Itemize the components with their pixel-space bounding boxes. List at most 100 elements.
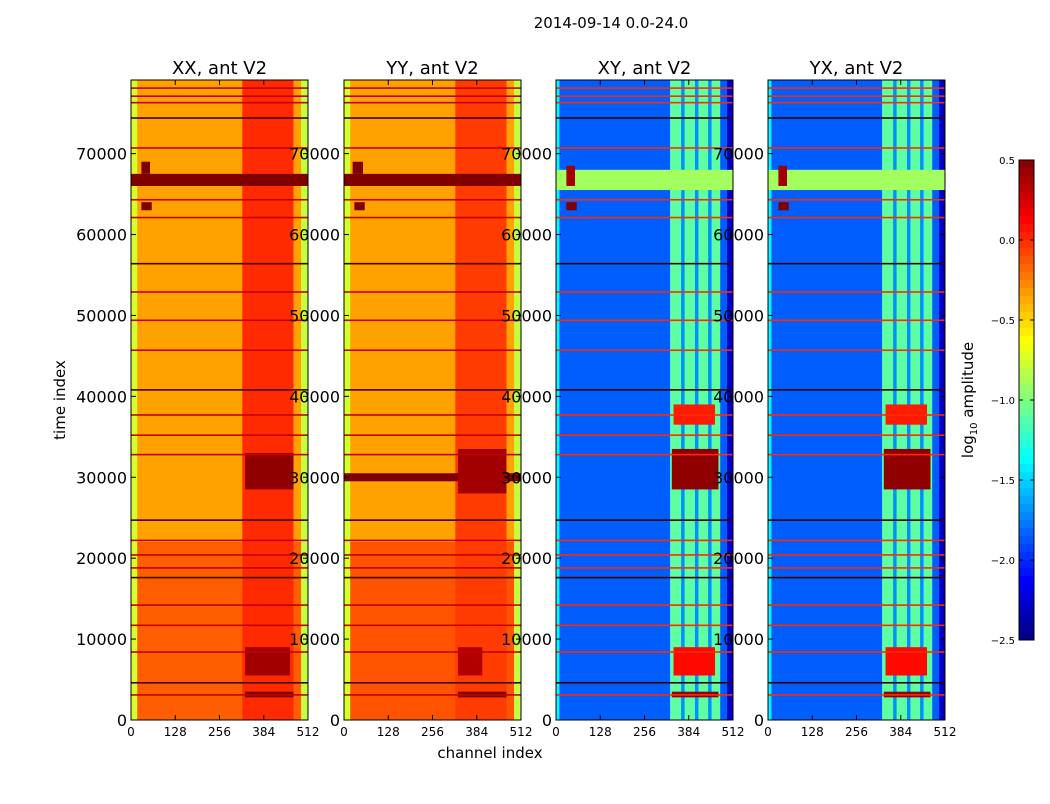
flagged-time-line bbox=[768, 624, 945, 627]
colorbar-segment bbox=[1019, 168, 1034, 177]
heatmap-region bbox=[906, 80, 911, 720]
y-tick-label: 0 bbox=[117, 711, 127, 730]
flagged-time-line bbox=[344, 198, 521, 201]
flagged-time-line bbox=[344, 262, 521, 265]
flagged-time-line bbox=[768, 101, 945, 104]
colorbar-segment bbox=[1019, 160, 1034, 169]
y-tick-label: 10000 bbox=[289, 630, 340, 649]
colorbar-segment bbox=[1019, 272, 1034, 281]
y-tick-label: 10000 bbox=[76, 630, 127, 649]
colorbar-segment bbox=[1019, 536, 1034, 545]
heatmap-region bbox=[354, 202, 365, 211]
colorbar-segment bbox=[1019, 280, 1034, 289]
flagged-time-line bbox=[344, 681, 521, 684]
colorbar-segment bbox=[1019, 176, 1034, 185]
y-tick-label: 70000 bbox=[289, 145, 340, 164]
y-tick-label: 0 bbox=[330, 711, 340, 730]
y-tick-label: 0 bbox=[542, 711, 552, 730]
heatmap-region bbox=[727, 80, 733, 720]
x-tick-label: 384 bbox=[677, 725, 700, 739]
heatmap-region bbox=[778, 165, 788, 186]
panel-xy: XY, ant V2 0 128 256 384 512 0 10000 20000 30000 4… bbox=[501, 58, 744, 739]
colorbar-segment bbox=[1019, 328, 1034, 337]
y-tick-label: 60000 bbox=[501, 226, 552, 245]
flagged-time-line bbox=[131, 216, 308, 219]
panel-title: YY, ant V2 bbox=[385, 58, 478, 79]
colorbar-segment bbox=[1019, 440, 1034, 449]
heatmap-region bbox=[242, 80, 294, 720]
colorbar-segment bbox=[1019, 232, 1034, 241]
flagged-time-line bbox=[768, 291, 945, 293]
colorbar-segment bbox=[1019, 304, 1034, 313]
colorbar-segment bbox=[1019, 288, 1034, 297]
heatmap-region bbox=[141, 161, 151, 174]
colorbar-segment bbox=[1019, 456, 1034, 465]
colorbar-segment bbox=[1019, 504, 1034, 513]
y-tick-label: 60000 bbox=[289, 226, 340, 245]
colorbar-segment bbox=[1019, 448, 1034, 457]
flagged-time-line bbox=[344, 291, 521, 293]
panel-yx: YX, ant V2 0 128 256 384 512 0 10000 20000 30000 4… bbox=[713, 58, 956, 739]
x-tick-label: 128 bbox=[164, 725, 187, 739]
colorbar-segment bbox=[1019, 296, 1034, 305]
flagged-time-line bbox=[131, 681, 308, 684]
heatmap-region bbox=[893, 80, 897, 720]
colorbar-segment bbox=[1019, 472, 1034, 481]
flagged-time-line bbox=[768, 519, 945, 521]
colorbar-segment bbox=[1019, 240, 1034, 249]
heatmap-region bbox=[131, 80, 138, 720]
flagged-time-line bbox=[344, 694, 521, 696]
colorbar-segment bbox=[1019, 560, 1034, 569]
colorbar-segment bbox=[1019, 464, 1034, 473]
colorbar-segment bbox=[1019, 568, 1034, 577]
flagged-time-line bbox=[556, 262, 733, 265]
flagged-time-line bbox=[344, 519, 521, 521]
flagged-time-line bbox=[344, 604, 521, 606]
flagged-time-line bbox=[556, 101, 733, 104]
flagged-time-line bbox=[556, 694, 733, 696]
heatmap-region bbox=[556, 169, 733, 191]
heatmap-region bbox=[694, 80, 699, 720]
flagged-time-line bbox=[344, 87, 521, 89]
flagged-time-line bbox=[768, 389, 945, 391]
flagged-time-line bbox=[556, 453, 733, 456]
flagged-time-line bbox=[556, 117, 733, 119]
colorbar-segment bbox=[1019, 600, 1034, 609]
flagged-time-line bbox=[768, 198, 945, 201]
colorbar-segment bbox=[1019, 192, 1034, 201]
heatmap-region bbox=[344, 173, 521, 186]
heatmap-region bbox=[778, 202, 789, 211]
colorbar-segment bbox=[1019, 184, 1034, 193]
x-tick-label: 512 bbox=[297, 725, 320, 739]
colorbar-segment bbox=[1019, 384, 1034, 393]
flagged-time-line bbox=[768, 216, 945, 219]
x-tick-label: 256 bbox=[421, 725, 444, 739]
colorbar-tick-label: −0.5 bbox=[991, 316, 1015, 327]
colorbar-tick-label: −2.5 bbox=[991, 636, 1015, 647]
flagged-time-line bbox=[344, 349, 521, 352]
colorbar-segment bbox=[1019, 424, 1034, 433]
heatmap-region bbox=[681, 80, 685, 720]
y-tick-label: 10000 bbox=[501, 630, 552, 649]
flagged-time-line bbox=[131, 604, 308, 606]
x-tick-label: 384 bbox=[465, 725, 488, 739]
y-tick-label: 70000 bbox=[713, 145, 764, 164]
colorbar-segment bbox=[1019, 416, 1034, 425]
flagged-time-line bbox=[556, 604, 733, 606]
x-tick-label: 128 bbox=[377, 725, 400, 739]
colorbar-segment bbox=[1019, 200, 1034, 209]
flagged-time-line bbox=[344, 147, 521, 149]
flagged-time-line bbox=[131, 567, 308, 569]
colorbar-tick-label: −1.0 bbox=[991, 396, 1015, 407]
flagged-time-line bbox=[131, 349, 308, 352]
flagged-time-line bbox=[556, 567, 733, 569]
flagged-time-line bbox=[344, 539, 521, 542]
x-tick-label: 128 bbox=[589, 725, 612, 739]
colorbar-segment bbox=[1019, 408, 1034, 417]
x-tick-label: 0 bbox=[340, 725, 348, 739]
colorbar-segment bbox=[1019, 576, 1034, 585]
heatmap-region bbox=[566, 165, 576, 186]
y-tick-label: 20000 bbox=[501, 549, 552, 568]
flagged-time-line bbox=[131, 651, 308, 653]
flagged-time-line bbox=[768, 117, 945, 119]
